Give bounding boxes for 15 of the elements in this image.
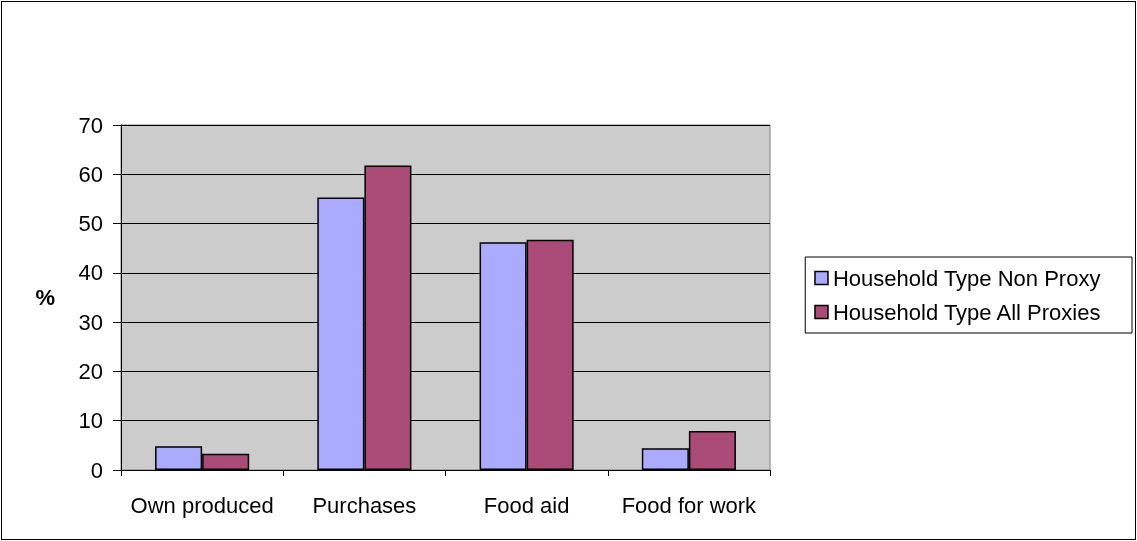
y-tick-label: 50 <box>78 211 103 237</box>
y-tick-label: 10 <box>78 408 103 434</box>
x-tick-label: Own produced <box>130 492 274 518</box>
y-tick-label: 70 <box>78 112 103 138</box>
y-tick-label: 0 <box>90 457 103 483</box>
x-tick-label: Food for work <box>621 492 758 518</box>
y-tick-label: 30 <box>78 309 103 335</box>
legend-label: Household Type Non Proxy <box>832 265 1101 291</box>
x-tick-label: Food aid <box>483 492 570 518</box>
x-tick-label: Purchases <box>312 492 417 518</box>
y-axis-title: % <box>35 285 55 310</box>
y-tick-label: 20 <box>78 358 103 384</box>
y-tick-label: 60 <box>78 161 103 187</box>
legend-label: Household Type All Proxies <box>832 299 1101 325</box>
y-tick-label: 40 <box>78 260 103 286</box>
